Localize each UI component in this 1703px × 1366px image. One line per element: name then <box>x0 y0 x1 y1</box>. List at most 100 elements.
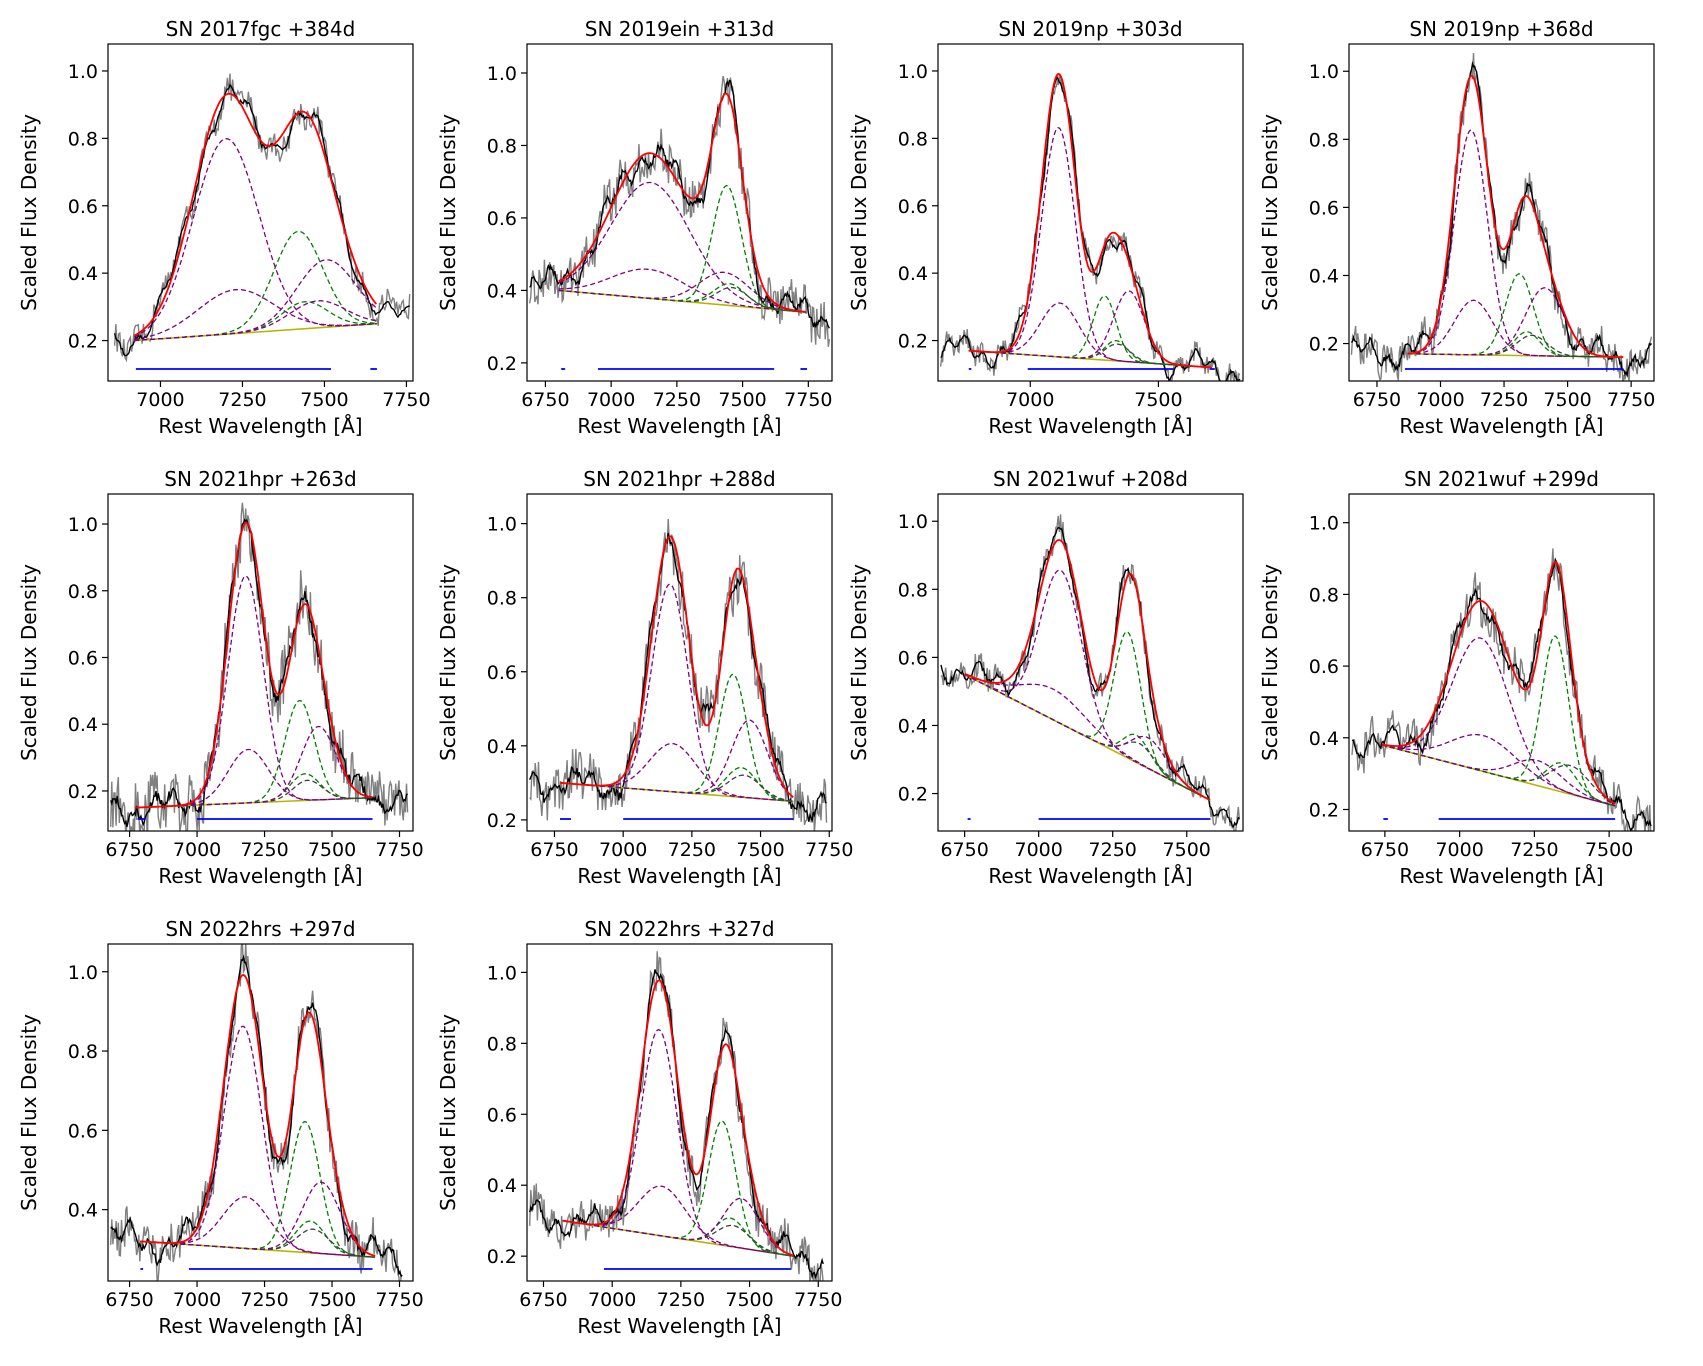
y-axis-label: Scaled Flux Density <box>436 114 460 311</box>
x-axis-label: Rest Wavelength [Å] <box>577 864 781 888</box>
component-gaussian-line <box>560 742 794 802</box>
component-gaussian-line <box>1381 744 1616 807</box>
y-tick-label: 0.8 <box>68 128 98 150</box>
panel-title: SN 2019np +303d <box>998 17 1182 41</box>
plot-frame <box>937 493 1244 832</box>
total-fit-line <box>562 979 794 1257</box>
component-gaussian-line <box>558 268 806 313</box>
component-gaussian-line <box>135 699 373 809</box>
panel-title: SN 2017fgc +384d <box>166 17 356 41</box>
plot-area <box>1350 52 1653 381</box>
x-axis-label: Rest Wavelength [Å] <box>1399 414 1603 438</box>
x-axis-label: Rest Wavelength [Å] <box>988 864 1192 888</box>
x-tick-label: 7000 <box>173 1289 221 1311</box>
y-tick-label: 0.6 <box>1309 656 1339 678</box>
y-tick-label: 0.2 <box>1309 799 1339 821</box>
y-tick-label: 1.0 <box>487 63 517 85</box>
spectrum-panel: 6750 7000 7250 7500 0.2 0.4 0.6 0.8 1.0 SN 2021wu… <box>1258 467 1655 888</box>
x-tick-label: 7500 <box>718 389 766 411</box>
plot-area <box>529 518 828 831</box>
x-tick-label: 6750 <box>519 1289 567 1311</box>
raw-spectrum-line <box>113 73 411 363</box>
x-axis-label: Rest Wavelength [Å] <box>158 1314 362 1338</box>
x-tick-label: 6750 <box>105 1289 153 1311</box>
component-gaussian-line <box>140 1181 375 1257</box>
component-gaussian-line <box>134 259 378 342</box>
y-tick-label: 0.4 <box>898 263 928 285</box>
plot-frame <box>526 43 833 382</box>
x-tick-label: 7000 <box>1435 839 1483 861</box>
y-tick-label: 0.4 <box>1309 728 1339 750</box>
y-tick-label: 1.0 <box>68 61 98 83</box>
raw-spectrum-line <box>110 944 403 1281</box>
x-tick-label: 7250 <box>1480 389 1528 411</box>
x-tick-label: 7250 <box>668 839 716 861</box>
plot-frame <box>107 493 414 832</box>
y-tick-label: 0.8 <box>487 1033 517 1055</box>
y-tick-label: 0.2 <box>487 353 517 375</box>
y-tick-label: 0.4 <box>68 714 98 736</box>
plot-frame <box>1348 493 1655 832</box>
component-gaussian-line <box>135 575 373 809</box>
y-axis-label: Scaled Flux Density <box>847 114 871 311</box>
panel-title: SN 2021hpr +288d <box>583 467 776 491</box>
y-tick-label: 0.4 <box>68 1200 98 1222</box>
y-axis-label: Scaled Flux Density <box>436 564 460 761</box>
component-gaussian-line <box>134 300 377 342</box>
plot-frame <box>937 43 1244 382</box>
panel-title: SN 2019ein +313d <box>585 17 774 41</box>
plot-area <box>528 75 831 370</box>
panel-title: SN 2022hrs +297d <box>165 917 355 941</box>
y-tick-label: 1.0 <box>1309 513 1339 535</box>
plot-area <box>529 951 824 1281</box>
plot-frame <box>107 943 414 1282</box>
spectrum-panel: 6750 7000 7250 7500 7750 0.2 0.4 0.6 0.8 1.0 SN 20… <box>436 17 833 438</box>
component-gaussian-line <box>133 138 377 338</box>
x-tick-label: 7250 <box>1089 839 1137 861</box>
x-tick-label: 7000 <box>588 1289 636 1311</box>
plot-frame <box>526 493 833 832</box>
component-gaussian-line <box>964 630 1211 801</box>
x-tick-label: 7500 <box>1543 389 1591 411</box>
y-axis-label: Scaled Flux Density <box>1258 114 1282 311</box>
y-tick-label: 0.8 <box>68 1041 98 1063</box>
x-tick-label: 6750 <box>1353 389 1401 411</box>
y-tick-label: 1.0 <box>898 511 928 533</box>
x-tick-label: 6750 <box>521 389 569 411</box>
component-gaussian-line <box>1407 129 1624 358</box>
x-tick-label: 7500 <box>300 389 348 411</box>
spectrum-panel: 6750 7000 7250 7500 7750 0.4 0.6 0.8 1.0 SN 2022h… <box>17 917 424 1338</box>
spectrum-panel: 6750 7000 7250 7500 7750 0.2 0.4 0.6 0.8 1.0 SN 20… <box>436 917 842 1338</box>
y-tick-label: 0.8 <box>487 135 517 157</box>
x-tick-label: 7750 <box>382 389 430 411</box>
x-tick-label: 7250 <box>218 389 266 411</box>
total-fit-line <box>135 521 373 809</box>
smoothed-spectrum-line <box>110 954 403 1278</box>
x-tick-label: 7750 <box>375 1289 423 1311</box>
smoothed-spectrum-line <box>110 518 409 828</box>
y-tick-label: 0.8 <box>1309 129 1339 151</box>
component-gaussian-line <box>135 779 373 809</box>
x-tick-label: 7500 <box>1163 839 1211 861</box>
x-tick-label: 7000 <box>173 839 221 861</box>
plot-area <box>940 514 1241 831</box>
smoothed-spectrum-line <box>113 83 410 357</box>
y-tick-label: 0.4 <box>487 736 517 758</box>
smoothed-spectrum-line <box>529 79 830 329</box>
panel-title: SN 2022hrs +327d <box>584 917 774 941</box>
y-tick-label: 0.6 <box>898 196 928 218</box>
component-gaussian-line <box>134 288 377 341</box>
y-axis-label: Scaled Flux Density <box>17 564 41 761</box>
x-tick-label: 7500 <box>1134 389 1182 411</box>
x-tick-label: 7250 <box>653 389 701 411</box>
panel-title: SN 2021hpr +263d <box>164 467 357 491</box>
y-tick-label: 0.4 <box>487 1175 517 1197</box>
x-tick-label: 7500 <box>308 1289 356 1311</box>
spectrum-panel: 7000 7500 0.2 0.4 0.6 0.8 1.0 SN 2019np +303d Re… <box>847 17 1244 438</box>
smoothed-spectrum-line <box>1351 557 1652 831</box>
plot-area <box>113 73 411 370</box>
total-fit-line <box>1381 561 1616 805</box>
component-gaussian-line <box>134 301 377 342</box>
y-tick-label: 0.6 <box>898 647 928 669</box>
